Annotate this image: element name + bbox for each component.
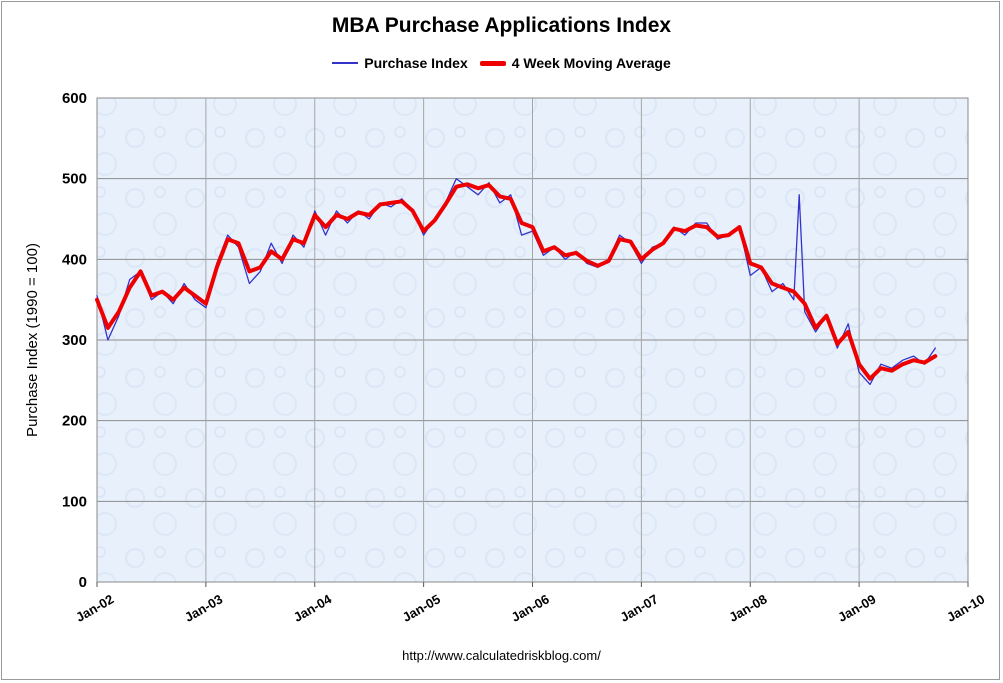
x-tick-label-Jan-09: Jan-09 <box>835 591 878 625</box>
y-tick-label-200: 200 <box>62 413 87 430</box>
legend-item-purchase-index: Purchase Index <box>332 55 468 71</box>
y-tick-label-500: 500 <box>62 171 87 188</box>
chart-title: MBA Purchase Applications Index <box>331 14 672 37</box>
chart-legend: Purchase Index 4 Week Moving Average <box>0 55 1003 71</box>
x-tick-label-Jan-07: Jan-07 <box>618 591 661 625</box>
x-tick-label-Jan-08: Jan-08 <box>726 591 769 625</box>
y-tick-label-600: 600 <box>62 90 87 107</box>
x-tick-label-Jan-06: Jan-06 <box>509 591 552 625</box>
source-url: http://www.calculatedriskblog.com/ <box>402 648 601 663</box>
y-tick-label-100: 100 <box>62 493 87 510</box>
y-axis-label: Purchase Index (1990 = 100) <box>24 243 41 437</box>
x-tick-label-Jan-02: Jan-02 <box>73 591 116 625</box>
legend-label-moving-average: 4 Week Moving Average <box>511 55 671 71</box>
legend-swatch-purchase-index <box>332 62 359 64</box>
x-tick-label-Jan-04: Jan-04 <box>291 591 335 625</box>
legend-item-moving-average: 4 Week Moving Average <box>479 55 671 71</box>
x-tick-label-Jan-10: Jan-10 <box>944 591 987 625</box>
y-tick-label-400: 400 <box>62 251 87 268</box>
series-line-moving-average <box>95 182 938 381</box>
y-tick-label-300: 300 <box>62 332 87 349</box>
x-tick-label-Jan-03: Jan-03 <box>182 591 225 625</box>
legend-swatch-moving-average <box>479 60 506 66</box>
y-tick-label-0: 0 <box>79 574 87 591</box>
legend-label-purchase-index: Purchase Index <box>364 55 468 71</box>
x-tick-label-Jan-05: Jan-05 <box>400 591 443 625</box>
series <box>95 178 938 386</box>
